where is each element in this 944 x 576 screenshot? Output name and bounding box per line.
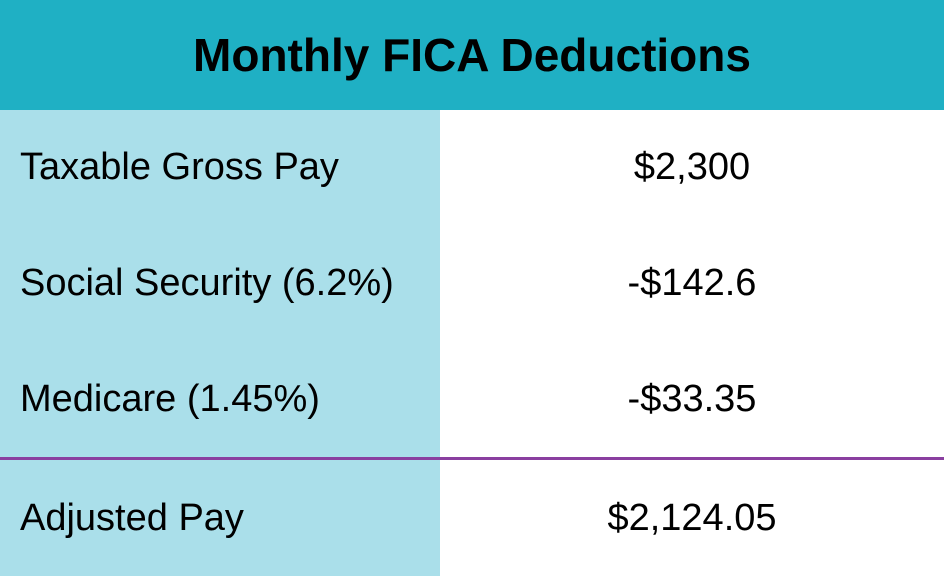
table-row: Medicare (1.45%) -$33.35	[0, 342, 944, 458]
table-row: Social Security (6.2%) -$142.6	[0, 226, 944, 342]
row-value-medicare: -$33.35	[440, 342, 944, 458]
row-label-gross-pay: Taxable Gross Pay	[0, 110, 440, 226]
row-value-gross-pay: $2,300	[440, 110, 944, 226]
row-label-adjusted-pay: Adjusted Pay	[0, 460, 440, 576]
row-label-social-security: Social Security (6.2%)	[0, 226, 440, 342]
row-label-medicare: Medicare (1.45%)	[0, 342, 440, 458]
row-value-adjusted-pay: $2,124.05	[440, 460, 944, 576]
table-row: Adjusted Pay $2,124.05	[0, 460, 944, 576]
table-title: Monthly FICA Deductions	[0, 0, 944, 110]
fica-deductions-table: Monthly FICA Deductions Taxable Gross Pa…	[0, 0, 944, 576]
row-value-social-security: -$142.6	[440, 226, 944, 342]
table-row: Taxable Gross Pay $2,300	[0, 110, 944, 226]
